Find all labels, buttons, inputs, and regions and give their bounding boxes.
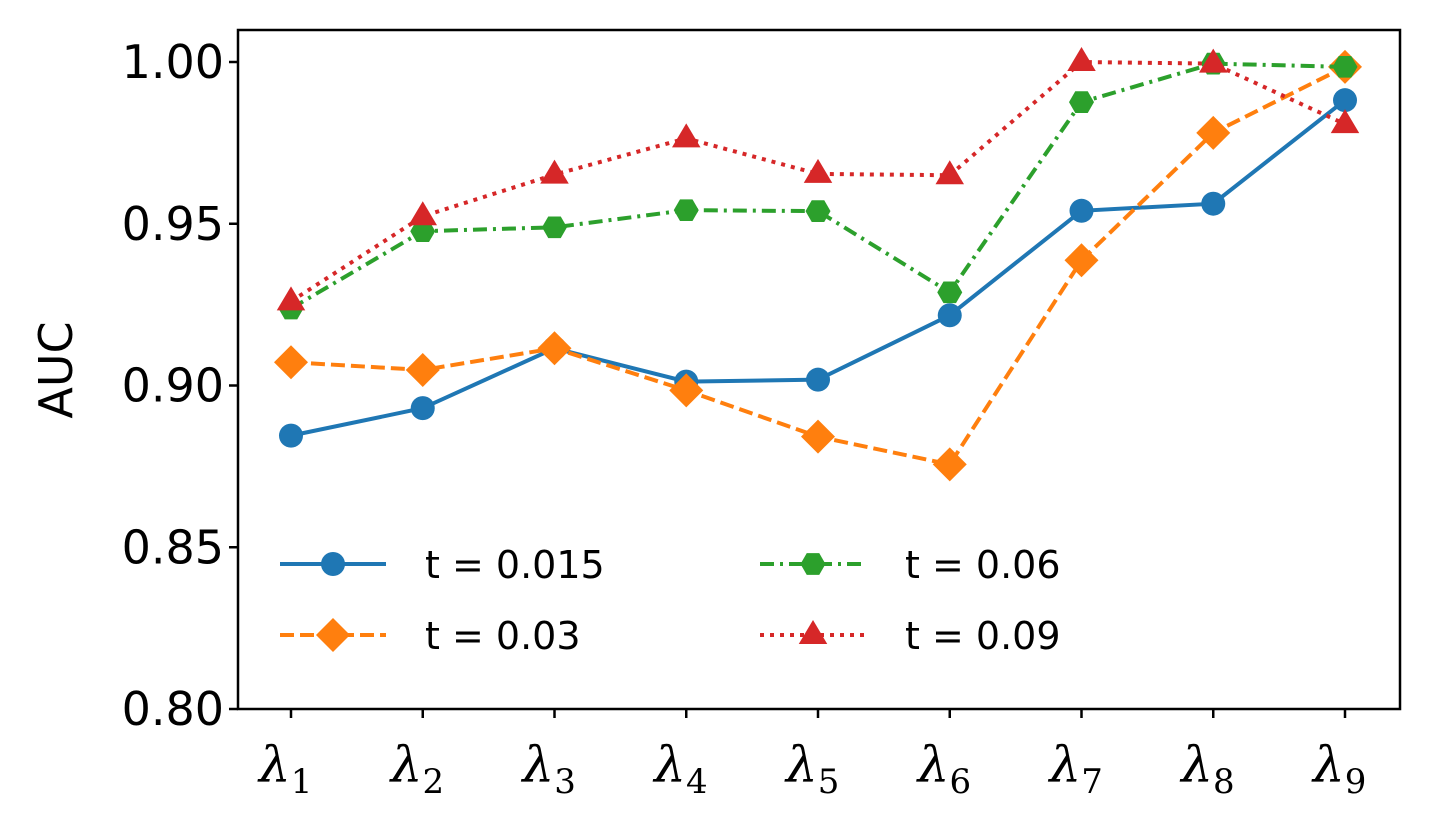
data-point bbox=[935, 160, 964, 185]
legend: t = 0.015 t = 0.03 t = 0.06 t = 0.09 bbox=[280, 543, 1061, 658]
data-point bbox=[672, 123, 701, 148]
data-point bbox=[937, 281, 963, 304]
data-point bbox=[1333, 88, 1357, 113]
data-point bbox=[1064, 243, 1099, 278]
series-4 bbox=[276, 47, 1360, 311]
legend-entry: t = 0.015 bbox=[280, 543, 605, 587]
data-point bbox=[806, 367, 830, 392]
legend-label: t = 0.03 bbox=[425, 614, 581, 658]
y-axis-label: AUC bbox=[29, 321, 83, 418]
data-point bbox=[410, 396, 435, 421]
y-tick-label: 0.95 bbox=[122, 197, 224, 251]
data-point bbox=[408, 201, 437, 226]
y-tick-label: 0.85 bbox=[122, 520, 224, 574]
x-tick-label: λ4 bbox=[652, 736, 707, 802]
legend-marker bbox=[798, 620, 828, 644]
x-tick-label: λ5 bbox=[784, 736, 839, 802]
data-point bbox=[276, 286, 306, 311]
y-tick-label: 0.80 bbox=[122, 682, 224, 736]
x-tick-label: λ1 bbox=[257, 736, 312, 802]
data-point bbox=[669, 373, 704, 408]
data-point bbox=[1330, 109, 1360, 134]
series-2 bbox=[274, 49, 1362, 482]
legend-marker bbox=[800, 553, 826, 575]
data-point bbox=[801, 419, 835, 454]
x-tick-label: λ6 bbox=[916, 736, 971, 802]
series-3 bbox=[278, 52, 1358, 320]
legend-entry: t = 0.06 bbox=[760, 543, 1061, 587]
data-point bbox=[405, 352, 440, 387]
data-point bbox=[1199, 48, 1228, 73]
legend-entry: t = 0.09 bbox=[760, 614, 1061, 658]
x-tick-label: λ7 bbox=[1048, 736, 1103, 802]
y-tick-label: 1.00 bbox=[122, 35, 224, 89]
series-1 bbox=[279, 88, 1357, 448]
legend-marker bbox=[321, 552, 345, 576]
data-point bbox=[274, 345, 308, 380]
data-point bbox=[1069, 198, 1094, 223]
series-line bbox=[289, 61, 1346, 311]
data-point bbox=[542, 216, 567, 239]
data-point bbox=[937, 303, 962, 328]
data-point bbox=[932, 447, 967, 482]
x-tick-label: λ8 bbox=[1179, 736, 1234, 802]
data-point bbox=[805, 200, 831, 222]
data-point bbox=[1201, 191, 1226, 216]
x-tick-label: λ2 bbox=[389, 736, 444, 802]
data-point bbox=[673, 199, 699, 221]
series-line bbox=[289, 59, 1346, 304]
legend-label: t = 0.09 bbox=[905, 614, 1061, 658]
data-point bbox=[537, 331, 572, 366]
data-point bbox=[540, 159, 569, 184]
series-line bbox=[290, 65, 1346, 467]
legend-label: t = 0.015 bbox=[425, 543, 605, 587]
y-tick-label: 0.90 bbox=[122, 359, 224, 413]
data-point bbox=[1067, 47, 1096, 71]
data-point bbox=[1196, 115, 1231, 150]
legend-label: t = 0.06 bbox=[905, 543, 1061, 587]
data-point bbox=[803, 158, 833, 183]
data-point bbox=[1332, 56, 1358, 78]
x-tick-label: λ3 bbox=[521, 736, 576, 802]
legend-entry: t = 0.03 bbox=[280, 614, 581, 658]
data-point bbox=[410, 220, 436, 243]
x-tick-label: λ9 bbox=[1311, 736, 1366, 802]
data-point bbox=[279, 423, 303, 448]
legend-marker bbox=[316, 618, 350, 652]
data-point bbox=[1069, 91, 1094, 113]
